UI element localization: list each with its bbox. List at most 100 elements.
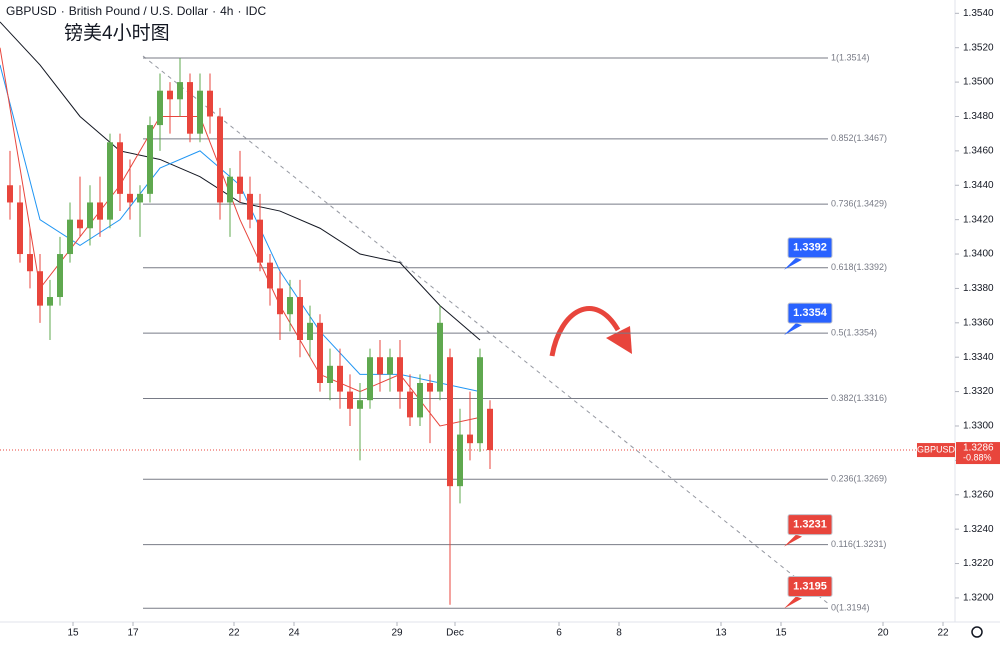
candle-body xyxy=(207,90,213,117)
badge-tail xyxy=(784,257,802,270)
candle-body xyxy=(237,176,243,194)
arrow xyxy=(549,306,621,357)
y-tick-label: 1.3220 xyxy=(963,558,994,569)
candle-body xyxy=(37,271,43,306)
candle-body xyxy=(477,357,483,444)
header: GBPUSD · British Pound / U.S. Dollar · 4h · ID… xyxy=(6,4,266,18)
y-tick-label: 1.3480 xyxy=(963,111,994,122)
candle-body xyxy=(257,219,263,263)
candle-body xyxy=(327,365,333,383)
candle-body xyxy=(137,193,143,203)
badge-label: 1.3354 xyxy=(793,307,828,319)
candle-body xyxy=(227,176,233,203)
badge xyxy=(787,576,833,598)
candle-body xyxy=(147,125,153,194)
sep: · xyxy=(61,4,65,18)
candle-body xyxy=(27,254,33,272)
x-tick-label: 17 xyxy=(127,628,139,639)
x-tick-label: 22 xyxy=(228,628,240,639)
x-tick-label: 15 xyxy=(775,628,787,639)
badge xyxy=(787,237,833,259)
candle-body xyxy=(317,322,323,383)
price-tag-value: 1.3286 xyxy=(963,443,994,454)
y-tick-label: 1.3340 xyxy=(963,352,994,363)
fib-label: 0.382(1.3316) xyxy=(831,393,887,403)
badge-label: 1.3231 xyxy=(793,519,827,531)
symbol-tag xyxy=(917,443,955,458)
y-tick-label: 1.3400 xyxy=(963,249,994,260)
candle-body xyxy=(367,357,373,401)
badge xyxy=(787,514,833,536)
fib-label: 0.736(1.3429) xyxy=(831,199,887,209)
candle-body xyxy=(357,400,363,409)
trend-line xyxy=(142,55,831,606)
candle-body xyxy=(287,297,293,315)
candle-body xyxy=(7,185,13,203)
symbol: GBPUSD xyxy=(6,4,57,18)
candle-body xyxy=(17,202,23,255)
x-tick-label: Dec xyxy=(446,628,464,639)
x-tick-label: 8 xyxy=(616,628,622,639)
sep: · xyxy=(237,4,241,18)
pair-name: British Pound / U.S. Dollar xyxy=(69,4,208,18)
y-tick-label: 1.3240 xyxy=(963,524,994,535)
badge xyxy=(787,302,833,324)
y-tick-label: 1.3520 xyxy=(963,42,994,53)
candle-body xyxy=(97,202,103,220)
candle-body xyxy=(177,82,183,100)
badge-label: 1.3195 xyxy=(793,580,827,592)
candle-body xyxy=(337,365,343,392)
interval: 4h xyxy=(220,4,233,18)
fib-label: 0.116(1.3231) xyxy=(831,539,886,549)
symbol-tag-label: GBPUSD xyxy=(917,444,956,454)
fib-label: 0.618(1.3392) xyxy=(831,262,887,272)
x-tick-label: 24 xyxy=(288,628,300,639)
y-tick-label: 1.3260 xyxy=(963,489,994,500)
source: IDC xyxy=(245,4,266,18)
y-tick-label: 1.3500 xyxy=(963,77,994,88)
candle-body xyxy=(447,357,453,487)
price-tag xyxy=(956,442,1000,465)
candle-body xyxy=(87,202,93,229)
candle-body xyxy=(47,297,53,306)
candle-body xyxy=(187,82,193,134)
y-tick-label: 1.3380 xyxy=(963,283,994,294)
badge-tail xyxy=(784,323,802,336)
candle-body xyxy=(377,357,383,375)
candle-body xyxy=(387,357,393,375)
badge-label: 1.3392 xyxy=(793,242,827,254)
settings-icon[interactable] xyxy=(971,626,983,638)
candle-body xyxy=(247,193,253,220)
y-tick-label: 1.3540 xyxy=(963,8,994,19)
fib-label: 0(1.3194) xyxy=(831,603,870,613)
candle-body xyxy=(277,288,283,315)
candle-body xyxy=(77,219,83,229)
candle-body xyxy=(397,357,403,392)
candle-body xyxy=(117,142,123,194)
candle-body xyxy=(217,116,223,203)
sep: · xyxy=(212,4,216,18)
x-tick-label: 20 xyxy=(877,628,889,639)
y-tick-label: 1.3460 xyxy=(963,146,994,157)
candle-body xyxy=(467,434,473,444)
x-tick-label: 13 xyxy=(715,628,727,639)
plot: 1.3540 1.3520 1.3500 1.3480 1.3460 1.3440 1.34… xyxy=(0,8,1000,639)
y-tick-label: 1.3360 xyxy=(963,317,994,328)
x-tick-label: 22 xyxy=(937,628,949,639)
fib-label: 0.5(1.3354) xyxy=(831,328,877,338)
candle-body xyxy=(167,90,173,100)
candle-body xyxy=(57,254,63,298)
badge-tail xyxy=(784,596,802,609)
subtitle: 镑美4小时图 xyxy=(64,22,170,44)
candle-body xyxy=(157,90,163,126)
candle-body xyxy=(487,408,493,451)
candle-body xyxy=(297,297,303,341)
candle-body xyxy=(197,90,203,134)
candle-body xyxy=(437,322,443,392)
candle-body xyxy=(267,262,273,289)
candle-body xyxy=(427,382,433,392)
x-tick-label: 29 xyxy=(391,628,403,639)
candle-body xyxy=(407,391,413,418)
price-tag-change: -0.88% xyxy=(963,452,992,462)
